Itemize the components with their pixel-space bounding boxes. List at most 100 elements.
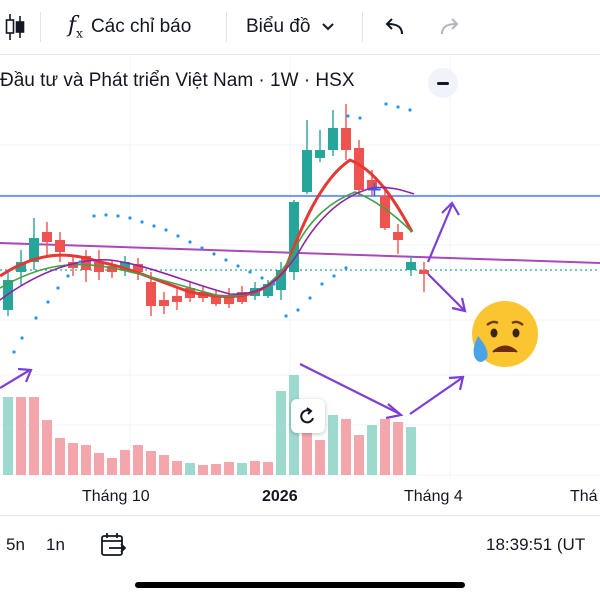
parabolic-sar-dot — [92, 214, 96, 218]
slow-moving-average — [0, 186, 415, 301]
x-axis-label: 2026 — [262, 488, 298, 505]
candle-body — [276, 270, 286, 290]
parabolic-sar-dot — [358, 116, 362, 120]
parabolic-sar-dot — [46, 300, 50, 304]
annotation-arrow — [409, 377, 463, 415]
annotation-arrow — [299, 363, 401, 415]
candle-body — [419, 270, 429, 274]
go-to-date-button[interactable] — [100, 516, 128, 574]
parabolic-sar-dot — [20, 336, 24, 340]
parabolic-sar-dot — [224, 258, 228, 262]
annotation-arrow — [0, 369, 31, 389]
candle-body — [367, 180, 377, 190]
price-chart[interactable]: + — [0, 55, 600, 510]
annotation-arrow-head — [385, 403, 404, 420]
volume-bar — [354, 435, 364, 475]
parabolic-sar-dot — [332, 274, 336, 278]
parabolic-sar-dot — [296, 308, 300, 312]
parabolic-sar-dot — [34, 316, 38, 320]
parabolic-sar-dot — [56, 286, 60, 290]
candle-body — [42, 232, 52, 242]
minus-icon — [437, 81, 449, 85]
volume-bar — [367, 425, 377, 475]
parabolic-sar-dot — [272, 282, 276, 286]
volume-bar — [406, 427, 416, 475]
volume-bar — [198, 465, 208, 475]
candle-body — [133, 264, 143, 272]
candle-body — [237, 292, 247, 302]
parabolic-sar-dot — [260, 276, 264, 280]
volume-bar — [81, 445, 91, 475]
parabolic-sar-dot — [248, 270, 252, 274]
volume-bar — [120, 450, 130, 475]
top-toolbar: fx Các chỉ báo Biểu đồ — [0, 0, 600, 55]
range-5y-button[interactable]: 5n — [6, 535, 25, 554]
redo-icon — [441, 18, 459, 35]
clock-time[interactable]: 18:39:51 (UT — [486, 535, 586, 554]
candle-body — [315, 150, 325, 158]
annotation-arrow-head — [441, 201, 460, 216]
annotation-arrow-head — [448, 375, 465, 391]
reset-icon — [300, 407, 314, 424]
volume-bar — [393, 422, 403, 475]
x-axis-label: Tháng 10 — [82, 488, 150, 505]
bottom-toolbar: 5n 1n 18:39:51 (UT — [0, 515, 600, 574]
parabolic-sar-dot — [116, 214, 120, 218]
toolbar-divider — [40, 12, 41, 42]
annotation-arrow — [426, 204, 454, 263]
volume-bar — [276, 391, 286, 475]
volume-bar — [315, 440, 325, 475]
candle-body — [263, 284, 273, 296]
parabolic-sar-dot — [188, 240, 192, 244]
range-1y-button[interactable]: 1n — [46, 535, 65, 554]
volume-bar — [224, 462, 234, 475]
symbol-title: Đầu tư và Phát triển Việt Nam · 1W · HSX — [0, 70, 355, 91]
candle-body — [172, 296, 182, 302]
candlestick-style-icon[interactable] — [4, 0, 26, 54]
undo-icon — [385, 18, 403, 35]
parabolic-sar-dot — [236, 264, 240, 268]
candle-body — [16, 262, 26, 272]
candle-body — [393, 232, 403, 240]
parabolic-sar-dot — [308, 296, 312, 300]
toolbar-divider — [226, 12, 227, 42]
parabolic-sar-dot — [346, 114, 350, 118]
parabolic-sar-dot — [320, 282, 324, 286]
long-moving-average — [0, 242, 600, 264]
collapse-legend-button[interactable] — [428, 68, 458, 98]
candle-body — [94, 262, 104, 272]
indicators-label: Các chỉ báo — [90, 16, 192, 37]
x-axis-label: Tháng 4 — [404, 488, 463, 505]
parabolic-sar-dot — [176, 234, 180, 238]
volume-bar — [94, 453, 104, 475]
volume-bar — [159, 455, 169, 475]
reset-chart-button[interactable] — [291, 399, 325, 433]
parabolic-sar-dot — [284, 314, 288, 318]
chevron-down-icon — [322, 23, 335, 31]
x-axis-label: Thá — [570, 488, 598, 505]
volume-bar — [29, 397, 39, 475]
parabolic-sar-dot — [128, 216, 132, 220]
sad-sweat-face-icon — [472, 301, 538, 367]
parabolic-sar-dot — [396, 105, 400, 109]
redo-button[interactable] — [436, 0, 462, 54]
volume-bar — [250, 461, 260, 475]
volume-bar — [302, 423, 312, 475]
chart-type-dropdown[interactable]: Biểu đồ — [246, 0, 336, 54]
parabolic-sar-dot — [408, 108, 412, 112]
parabolic-sar-dot — [212, 252, 216, 256]
annotation-arrow-head — [17, 367, 33, 383]
volume-bar — [68, 443, 78, 475]
candle-body — [328, 128, 338, 150]
candle-body — [55, 240, 65, 252]
volume-bar — [107, 458, 117, 475]
volume-bar — [133, 445, 143, 475]
volume-bar — [185, 463, 195, 475]
indicators-button[interactable]: fx Các chỉ báo — [68, 0, 191, 54]
volume-bar — [237, 463, 247, 475]
parabolic-sar-dot — [344, 266, 348, 270]
candle-body — [146, 282, 156, 306]
annotation-arrow-head — [451, 297, 467, 313]
candle-body — [302, 150, 312, 192]
undo-button[interactable] — [382, 0, 408, 54]
